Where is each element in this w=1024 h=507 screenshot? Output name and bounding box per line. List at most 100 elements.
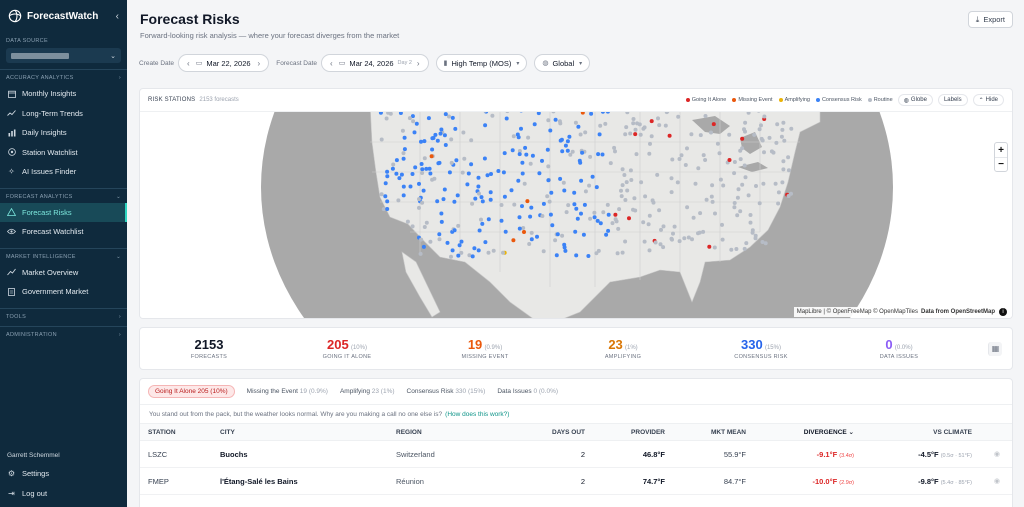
station-marker[interactable] [672, 224, 677, 229]
station-marker[interactable] [400, 128, 405, 133]
sidebar-item-monthly-insights[interactable]: Monthly Insights [0, 84, 127, 104]
station-marker[interactable] [732, 171, 737, 176]
station-marker[interactable] [399, 172, 404, 177]
station-marker[interactable] [592, 215, 597, 220]
station-marker[interactable] [625, 110, 630, 115]
variable-select[interactable]: ▮ High Temp (MOS) ▾ [435, 54, 528, 72]
station-marker[interactable] [410, 224, 415, 229]
station-marker[interactable] [394, 158, 399, 163]
station-marker[interactable] [720, 237, 725, 242]
station-marker[interactable] [689, 132, 694, 137]
station-marker[interactable] [462, 156, 467, 161]
station-marker[interactable] [624, 180, 629, 185]
station-marker[interactable] [379, 192, 384, 197]
station-marker[interactable] [578, 132, 583, 137]
station-marker[interactable] [757, 201, 762, 206]
station-marker[interactable] [738, 157, 743, 162]
station-marker[interactable] [491, 248, 496, 253]
station-marker[interactable] [594, 185, 599, 190]
station-marker[interactable] [769, 149, 774, 154]
station-marker[interactable] [529, 237, 534, 242]
station-marker[interactable] [638, 132, 643, 137]
info-icon[interactable]: i [999, 308, 1007, 316]
station-marker[interactable] [657, 123, 662, 128]
map-canvas[interactable]: + − MapLibre | © OpenFreeMap © OpenMapTi… [140, 89, 1012, 318]
station-marker[interactable] [521, 226, 526, 230]
section-tools[interactable]: TOOLS › [6, 313, 121, 320]
data-source-select[interactable]: ⌄ [6, 48, 121, 63]
sidebar-item-government-market[interactable]: Government Market [0, 282, 127, 302]
station-marker[interactable] [753, 236, 758, 241]
globe-toggle-button[interactable]: ◍ Globe [897, 94, 933, 106]
sidebar-item-long-term-trends[interactable]: Long-Term Trends [0, 104, 127, 124]
station-marker[interactable] [670, 157, 675, 162]
station-marker[interactable] [781, 167, 786, 172]
station-marker[interactable] [767, 135, 772, 140]
station-marker[interactable] [530, 153, 535, 158]
station-marker[interactable] [443, 112, 448, 117]
station-marker[interactable] [480, 199, 485, 204]
station-marker[interactable] [763, 241, 768, 246]
station-marker[interactable] [656, 116, 660, 121]
station-marker[interactable] [653, 240, 658, 245]
station-marker[interactable] [401, 156, 406, 161]
station-marker[interactable] [535, 234, 539, 239]
station-marker[interactable] [456, 223, 461, 228]
station-marker[interactable] [429, 154, 434, 159]
station-marker[interactable] [553, 238, 558, 243]
tab-missing-the-event[interactable]: Missing the Event 19 (0.9%) [246, 388, 328, 395]
station-marker[interactable] [489, 172, 493, 176]
station-marker[interactable] [735, 195, 740, 200]
station-marker[interactable] [517, 226, 522, 231]
station-marker[interactable] [469, 162, 474, 167]
tab-consensus-risk[interactable]: Consensus Risk 330 (15%) [406, 388, 486, 395]
station-marker[interactable] [445, 240, 450, 245]
station-marker[interactable] [511, 238, 516, 243]
station-marker[interactable] [633, 208, 638, 213]
station-marker[interactable] [501, 250, 505, 255]
station-marker[interactable] [410, 114, 415, 119]
station-marker[interactable] [661, 224, 666, 229]
station-marker[interactable] [742, 246, 747, 251]
station-marker[interactable] [732, 201, 737, 205]
station-marker[interactable] [419, 237, 424, 242]
station-marker[interactable] [411, 119, 416, 124]
station-marker[interactable] [385, 199, 390, 204]
station-marker[interactable] [647, 213, 652, 218]
station-marker[interactable] [540, 158, 544, 163]
station-marker[interactable] [420, 171, 425, 175]
station-marker[interactable] [616, 226, 621, 231]
station-marker[interactable] [574, 253, 579, 258]
station-marker[interactable] [701, 229, 706, 234]
station-marker[interactable] [379, 137, 384, 142]
station-marker[interactable] [648, 141, 652, 146]
station-marker[interactable] [501, 170, 506, 175]
station-marker[interactable] [414, 121, 419, 126]
station-marker[interactable] [565, 148, 570, 153]
station-marker[interactable] [691, 215, 696, 220]
station-marker[interactable] [459, 239, 464, 244]
station-marker[interactable] [718, 177, 723, 182]
station-marker[interactable] [579, 211, 583, 216]
sidebar-item-ai-issues-finder[interactable]: ✧ AI Issues Finder [8, 167, 77, 177]
eye-icon[interactable]: ◉ [993, 478, 1000, 485]
stat-missing-event[interactable]: 19 (0.9%) MISSING EVENT [416, 337, 554, 360]
station-marker[interactable] [520, 171, 525, 176]
station-marker[interactable] [646, 222, 651, 227]
station-marker[interactable] [631, 121, 636, 126]
station-marker[interactable] [592, 210, 597, 215]
station-marker[interactable] [576, 124, 581, 129]
station-marker[interactable] [529, 230, 534, 235]
station-marker[interactable] [564, 210, 569, 215]
station-marker[interactable] [710, 199, 715, 204]
station-marker[interactable] [435, 138, 440, 143]
station-marker[interactable] [424, 166, 429, 171]
station-marker[interactable] [488, 197, 493, 202]
station-marker[interactable] [711, 122, 716, 127]
station-marker[interactable] [752, 132, 757, 137]
station-marker[interactable] [659, 227, 663, 232]
station-marker[interactable] [555, 232, 560, 237]
station-marker[interactable] [473, 196, 478, 201]
station-marker[interactable] [384, 116, 389, 121]
station-marker[interactable] [561, 180, 566, 185]
